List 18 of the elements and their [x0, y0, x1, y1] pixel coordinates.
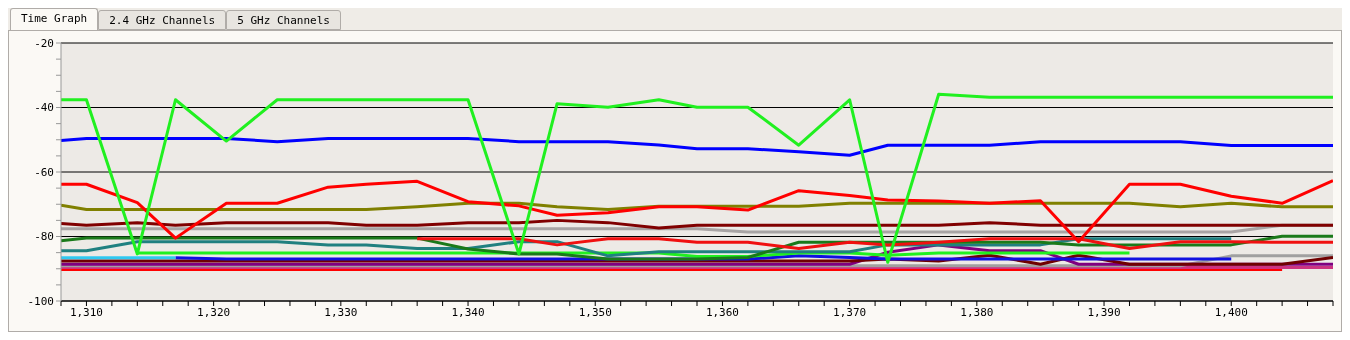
x-tick-label: 1,330 [324, 305, 358, 319]
x-tick-label: 1,400 [1214, 305, 1248, 319]
y-tick-label: -40 [34, 101, 54, 115]
y-tick-label: -20 [34, 36, 54, 50]
x-tick-label: 1,310 [69, 305, 103, 319]
x-tick-label: 1,360 [705, 305, 739, 319]
x-tick-label: 1,320 [197, 305, 231, 319]
y-tick-label: -100 [27, 294, 54, 308]
text: Time Graph [10, 8, 99, 30]
y-tick-label: -80 [34, 230, 54, 244]
x-tick-label: 1,340 [451, 305, 485, 319]
x-tick-label: 1,380 [960, 305, 994, 319]
x-tick-label: 1,370 [833, 305, 867, 319]
x-tick-label: 1,390 [1087, 305, 1121, 319]
text: 5 GHz Channels [226, 10, 341, 30]
y-tick-label: -60 [34, 165, 54, 179]
text: 2.4 GHz Channels [98, 10, 227, 30]
x-tick-label: 1,350 [578, 305, 612, 319]
